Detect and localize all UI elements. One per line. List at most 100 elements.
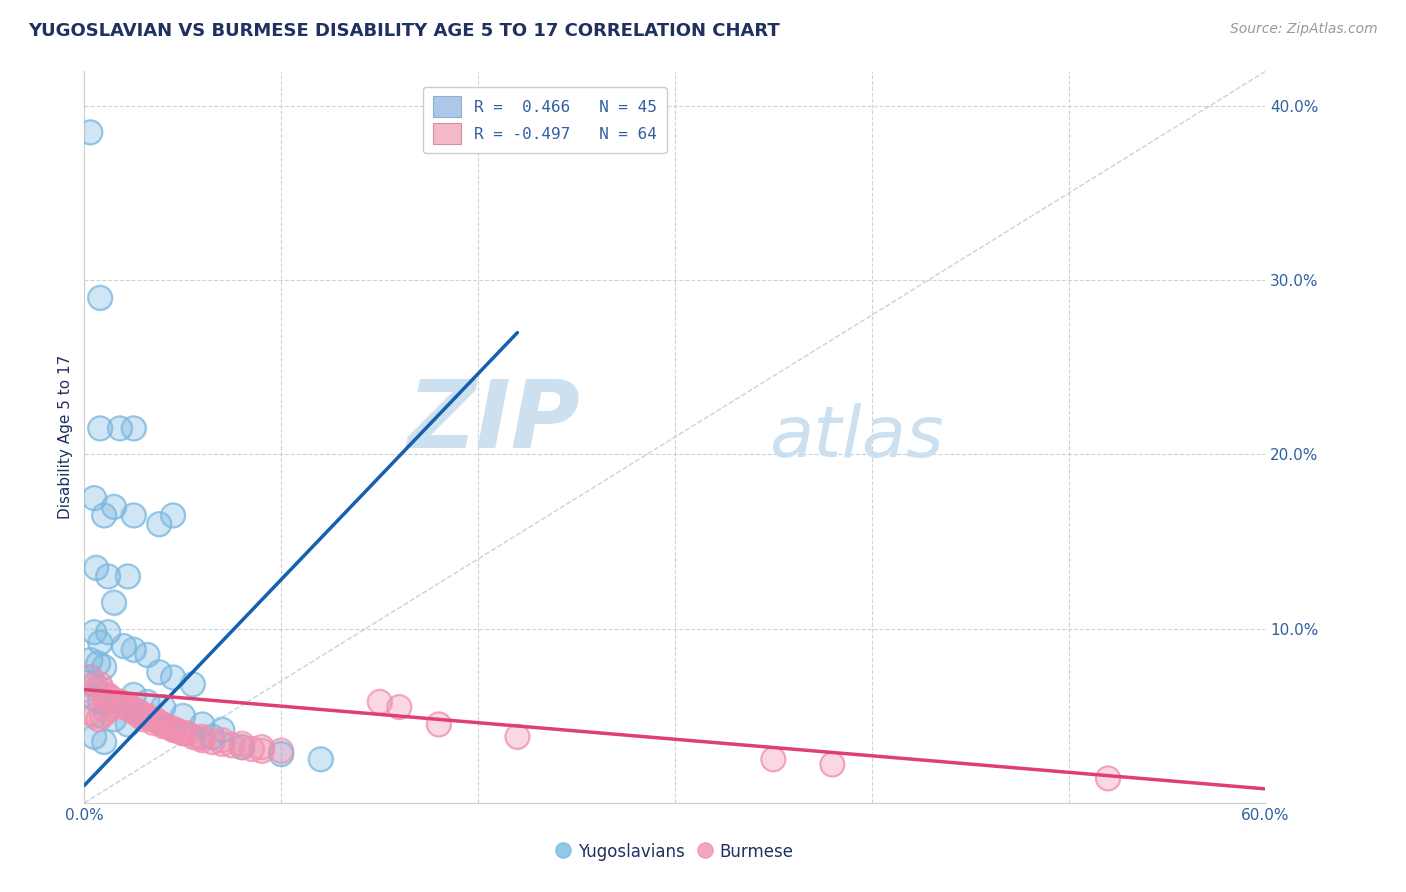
Point bbox=[141, 712, 163, 726]
Point bbox=[250, 743, 273, 757]
Point bbox=[122, 705, 145, 719]
Point bbox=[84, 560, 107, 574]
Point bbox=[108, 695, 131, 709]
Point bbox=[79, 670, 101, 684]
Point bbox=[97, 688, 120, 702]
Point bbox=[97, 569, 120, 583]
Point bbox=[89, 635, 111, 649]
Point bbox=[79, 705, 101, 719]
Point bbox=[103, 698, 125, 713]
Point bbox=[91, 682, 114, 697]
Point bbox=[172, 726, 194, 740]
Point bbox=[136, 648, 159, 662]
Point bbox=[108, 421, 131, 435]
Point bbox=[122, 642, 145, 657]
Point bbox=[136, 708, 159, 723]
Point bbox=[231, 737, 253, 751]
Point bbox=[148, 715, 170, 730]
Point bbox=[93, 660, 115, 674]
Point bbox=[187, 731, 209, 746]
Point bbox=[89, 695, 111, 709]
Point bbox=[191, 730, 214, 744]
Point bbox=[250, 740, 273, 755]
Point bbox=[117, 717, 139, 731]
Point bbox=[152, 717, 174, 731]
Point bbox=[93, 688, 115, 702]
Point bbox=[79, 670, 101, 684]
Point bbox=[83, 625, 105, 640]
Point bbox=[240, 741, 263, 756]
Point bbox=[93, 735, 115, 749]
Point bbox=[309, 752, 332, 766]
Point bbox=[132, 708, 155, 723]
Point bbox=[231, 737, 253, 751]
Point bbox=[122, 421, 145, 435]
Point bbox=[136, 695, 159, 709]
Point bbox=[103, 500, 125, 514]
Point bbox=[162, 508, 184, 523]
Point bbox=[506, 730, 529, 744]
Point bbox=[117, 700, 139, 714]
Point bbox=[103, 712, 125, 726]
Point bbox=[122, 705, 145, 719]
Point bbox=[368, 695, 391, 709]
Point bbox=[87, 712, 110, 726]
Point bbox=[87, 657, 110, 671]
Point bbox=[128, 708, 150, 723]
Point bbox=[94, 705, 117, 719]
Point bbox=[79, 670, 101, 684]
Point bbox=[181, 730, 204, 744]
Point bbox=[506, 730, 529, 744]
Point bbox=[250, 740, 273, 755]
Point bbox=[108, 695, 131, 709]
Point bbox=[84, 682, 107, 697]
Point bbox=[87, 657, 110, 671]
Point bbox=[117, 717, 139, 731]
Point bbox=[91, 708, 114, 723]
Point bbox=[117, 569, 139, 583]
Point bbox=[160, 721, 183, 735]
Point bbox=[148, 517, 170, 532]
Point bbox=[108, 695, 131, 709]
Point bbox=[93, 660, 115, 674]
Point bbox=[122, 508, 145, 523]
Point bbox=[211, 723, 233, 737]
Point bbox=[98, 702, 121, 716]
Point bbox=[117, 700, 139, 714]
Point bbox=[181, 730, 204, 744]
Point bbox=[112, 698, 135, 713]
Point bbox=[117, 702, 139, 716]
Point bbox=[97, 625, 120, 640]
Point bbox=[136, 648, 159, 662]
Point bbox=[112, 639, 135, 653]
Text: ZIP: ZIP bbox=[408, 376, 581, 468]
Point bbox=[167, 724, 190, 739]
Point bbox=[79, 653, 101, 667]
Point bbox=[211, 733, 233, 747]
Point bbox=[181, 677, 204, 691]
Point bbox=[89, 635, 111, 649]
Point bbox=[101, 691, 124, 706]
Point bbox=[142, 715, 165, 730]
Point bbox=[128, 705, 150, 719]
Point bbox=[122, 508, 145, 523]
Point bbox=[79, 125, 101, 139]
Point bbox=[181, 677, 204, 691]
Point bbox=[84, 560, 107, 574]
Point bbox=[152, 700, 174, 714]
Point bbox=[89, 421, 111, 435]
Point bbox=[108, 421, 131, 435]
Point bbox=[270, 747, 292, 761]
Point bbox=[83, 677, 105, 691]
Point bbox=[162, 723, 184, 737]
Point bbox=[132, 712, 155, 726]
Point bbox=[388, 700, 411, 714]
Point bbox=[187, 731, 209, 746]
Point bbox=[1097, 772, 1119, 786]
Point bbox=[152, 719, 174, 733]
Text: YUGOSLAVIAN VS BURMESE DISABILITY AGE 5 TO 17 CORRELATION CHART: YUGOSLAVIAN VS BURMESE DISABILITY AGE 5 … bbox=[28, 22, 780, 40]
Point bbox=[132, 708, 155, 723]
Point bbox=[101, 691, 124, 706]
Point bbox=[104, 695, 127, 709]
Point bbox=[176, 726, 198, 740]
